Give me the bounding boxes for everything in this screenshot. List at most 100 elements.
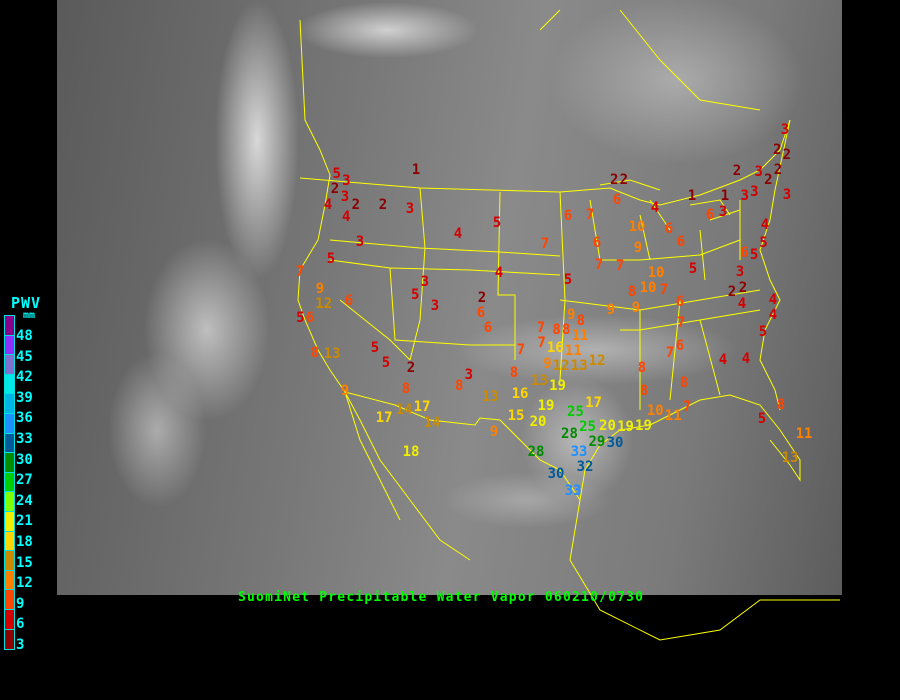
color-scale-label: 33 [16,431,33,447]
pwv-station-value: 6 [483,320,493,337]
color-scale-label: 45 [16,348,33,365]
pwv-station-value: 6 [305,310,315,326]
color-scale-label: 15 [16,554,33,571]
pwv-station-value: 8 [639,383,649,399]
pwv-station-value: 29 [588,433,606,450]
legend-title: PWV [11,294,42,312]
pwv-station-value: 19 [549,378,566,394]
mexico-coast [569,499,840,641]
color-scale-swatch [5,355,14,375]
pwv-station-value: 2 [406,360,416,376]
pwv-station-value: 10 [647,264,665,281]
pwv-station-value: 17 [375,410,393,426]
pwv-station-value: 3 [718,204,728,220]
pwv-station-value: 1 [720,188,730,204]
pwv-station-value: 14 [423,414,441,431]
color-scale-swatch [5,590,14,610]
pwv-station-value: 9 [315,280,325,297]
great-lakes [539,9,761,231]
pwv-station-value: 5 [410,287,420,303]
pwv-station-value: 5 [332,165,341,182]
pwv-station-value: 16 [546,340,564,356]
pwv-station-value: 3 [355,234,365,250]
pwv-station-value: 9 [631,300,641,316]
pwv-station-value: 8 [627,284,637,300]
color-scale-label: 48 [16,328,33,344]
pwv-station-value: 3 [740,188,749,204]
color-scale-swatch [5,335,14,356]
baja [344,391,401,521]
color-scale-label: 30 [16,451,33,468]
color-scale-label: 6 [16,616,25,633]
color-scale-bar [4,315,15,651]
pwv-station-value: 17 [585,395,602,411]
color-scale-swatch [5,453,14,473]
pwv-station-value: 2 [738,279,748,296]
pwv-station-value: 8 [679,375,689,391]
color-scale-label: 36 [16,410,33,427]
pwv-station-value: 3 [782,187,792,203]
pwv-station-value: 5 [688,261,698,277]
pwv-station-value: 32 [576,459,594,475]
pwv-station-value: 11 [664,408,682,424]
pwv-station-value: 4 [768,292,778,308]
color-scale-swatch [5,551,14,571]
pwv-station-value: 19 [635,418,652,435]
pwv-station-value: 4 [453,226,463,242]
pwv-station-value: 13 [570,358,588,375]
pwv-station-value: 11 [564,343,582,360]
pwv-station-value: 5 [381,355,391,371]
pwv-station-value: 25 [579,418,596,435]
pwv-station-value: 12 [552,358,570,375]
pwv-station-value: 2 [772,142,782,158]
pwv-station-value: 7 [585,207,595,223]
state-lines [329,187,761,410]
pwv-station-value: 9 [566,307,576,323]
color-scale-swatch [5,413,14,434]
pwv-station-value: 9 [489,424,499,440]
pwv-station-value: 3 [735,264,745,281]
pwv-station-value: 4 [760,217,770,233]
pwv-station-value: 5 [758,324,768,340]
pwv-station-value: 11 [795,426,813,442]
pwv-station-value: 3 [405,201,415,217]
pwv-station-value: 4 [650,200,660,216]
pwv-station-value: 7 [615,258,625,274]
pwv-station-value: 3 [750,184,759,200]
pwv-station-value: 5 [563,272,573,288]
pwv-station-value: 7 [659,282,669,298]
pwv-station-value: 7 [537,335,546,352]
pwv-station-value: 7 [594,257,604,273]
pwv-station-value: 2 [378,197,388,213]
color-scale-label: 39 [16,389,33,406]
pwv-station-value: 2 [351,197,361,213]
pwv-station-value: 19 [537,398,555,414]
color-scale-swatch [5,511,14,532]
pwv-station-value: 10 [639,280,657,297]
pwv-station-value: 6 [664,221,674,237]
color-scale-label: 27 [16,472,33,489]
color-scale-label: 18 [16,534,33,550]
pwv-station-value: 13 [481,389,499,405]
west-coast [297,19,471,561]
pwv-station-value: 20 [529,414,547,430]
pwv-station-value: 4 [741,351,751,367]
pwv-station-value: 2 [764,172,773,188]
pwv-station-value: 7 [536,319,546,336]
pwv-station-value: 6 [612,192,622,208]
pwv-station-value: 2 [773,162,783,178]
pwv-station-value: 7 [676,315,686,331]
pwv-station-value: 13 [323,346,341,362]
pwv-station-value: 4 [341,209,351,225]
pwv-station-value: 30 [606,434,624,451]
color-scale-label: 9 [16,595,25,612]
pwv-station-value: 3 [342,173,351,190]
pwv-station-value: 2 [330,181,340,198]
pwv-station-value: 2 [619,172,629,188]
pwv-station-value: 8 [509,365,519,381]
pwv-station-value: 3 [420,274,430,290]
pwv-station-value: 6 [675,338,685,354]
pwv-station-value: 7 [665,345,675,361]
color-scale-label: 42 [16,369,33,386]
pwv-station-value: 5 [370,340,380,356]
